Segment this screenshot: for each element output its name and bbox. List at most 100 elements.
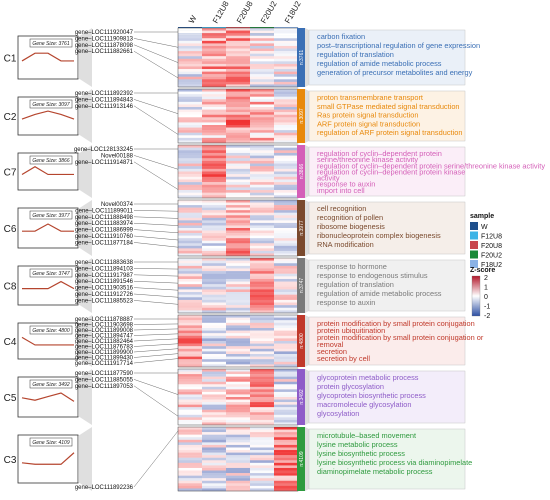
heatmap-cell [250,302,274,306]
heatmap-cell [202,222,226,226]
gene-size-label: Gene Size: 4109 [32,440,69,446]
heatmap-cell [274,212,298,216]
heatmap-cell [202,187,226,191]
heatmap-cell [178,335,202,339]
heatmap-cell [178,233,202,236]
heatmap-cell [274,315,298,318]
gene-label: gene–LOC111903698 [75,323,134,329]
heatmap-cell [274,289,298,293]
heatmap-cell [274,402,298,405]
heatmap-cell [202,386,226,390]
heatmap-cell [226,233,250,236]
heatmap-cell [226,455,250,458]
heatmap-cell [226,273,250,277]
heatmap-cell [226,74,250,77]
heatmap-cell [202,485,226,489]
heatmap-cell [250,460,274,464]
heatmap-cell [178,294,202,298]
heatmap-cell [202,297,226,301]
heatmap-cell [178,81,202,85]
heatmap-cell [250,407,274,410]
heatmap-cell [202,166,226,170]
heatmap-cell [202,379,226,382]
heatmap-cell [226,444,250,448]
heatmap-cell [274,94,298,97]
heatmap-cell [178,215,202,219]
heatmap-cell [274,210,298,213]
heatmap-cell [226,284,250,288]
heatmap-cell [178,273,202,277]
heatmap-cell [226,341,250,344]
go-term: lysine biosynthetic process via diaminop… [317,458,472,467]
heatmap-cell [226,207,250,211]
heatmap-cell [178,371,202,375]
heatmap-cell [178,271,202,274]
heatmap-cell [250,243,274,247]
heatmap-cell [178,320,202,323]
heatmap-cell [226,112,250,115]
heatmap-cell [226,346,250,349]
go-term: regulation of ARF protein signal transdu… [317,128,462,137]
connector-band-right [305,315,309,367]
heatmap-cell [274,176,298,180]
heatmap-cell [226,210,250,213]
legend-label: F12U8 [481,234,502,241]
heatmap-cell [250,63,274,67]
heatmap-cell [178,467,202,471]
heatmap-cell [274,369,298,372]
heatmap-cell [226,253,250,257]
heatmap-cell [202,248,226,252]
heatmap-cell [274,109,298,113]
heatmap-cell [178,40,202,44]
gene-label: gene–LOC111903516 [75,286,134,292]
heatmap-cell [250,374,274,377]
heatmap-cell [178,276,202,280]
go-term: protein ubiquitination [317,326,385,335]
heatmap-cell [226,48,250,52]
heatmap-cell [202,66,226,70]
connector-band-right [305,369,309,425]
heatmap-cell [274,174,298,177]
heatmap-cell [226,343,250,347]
heatmap-cell [250,160,274,164]
heatmap-cell [202,122,226,126]
cluster-label: C1 [4,54,17,65]
heatmap-cell [250,192,274,196]
heatmap-cell [226,140,250,144]
heatmap-cell [250,135,274,139]
heatmap-cell [226,427,250,430]
heatmap-cell [250,465,274,469]
gene-size-label: Gene Size: 3747 [32,271,69,277]
heatmap-cell [274,140,298,144]
gene-connector-line [133,51,179,79]
heatmap-cell [226,38,250,42]
gene-label: gene–LOC111883974 [75,221,134,227]
heatmap-cell [226,384,250,388]
gene-label: gene–LOC111876783 [75,345,134,351]
heatmap-cell [202,253,226,257]
heatmap-cell [202,302,226,306]
heatmap-cell [226,130,250,133]
gene-connector-line [133,44,179,63]
heatmap-cell [250,195,274,199]
go-term: lysine biosynthetic process [317,449,405,458]
heatmap-cell [226,166,250,170]
heatmap-cell [202,51,226,54]
gene-label: gene–LOC111899430 [75,356,134,362]
heatmap-cell [178,427,202,430]
heatmap-cell [202,130,226,133]
heatmap-cell [250,404,274,408]
heatmap-cell [250,488,274,492]
heatmap-cell [250,202,274,206]
legend-swatch [470,241,478,249]
heatmap-cell [202,61,226,65]
heatmap-cell [226,328,250,331]
gene-connector-line [133,287,179,291]
heatmap-cell [226,457,250,461]
heatmap-cell [202,250,226,254]
heatmap-cell [178,135,202,139]
go-term: generation of precursor metabolites and … [317,68,473,77]
heatmap-cell [202,119,226,123]
gene-connector-line [133,281,179,284]
heatmap-cell [250,145,274,148]
